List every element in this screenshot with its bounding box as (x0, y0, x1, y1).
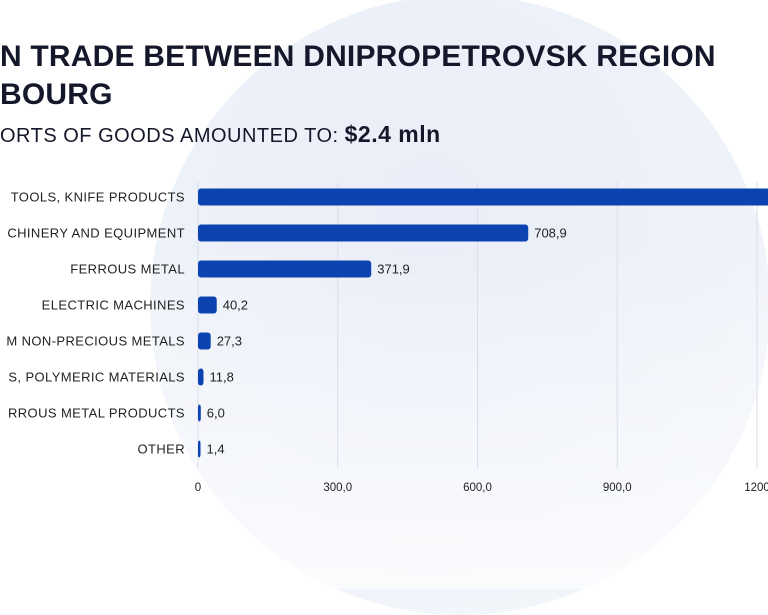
category-label: ELECTRIC MACHINES (42, 298, 185, 313)
bar (198, 296, 217, 314)
value-label: 40,2 (223, 298, 248, 313)
category-label: RROUS METAL PRODUCTS (8, 406, 185, 421)
x-tick-label: 300,0 (323, 482, 352, 494)
x-tick-label: 600,0 (463, 482, 492, 494)
category-label: S, POLYMERIC MATERIALS (8, 370, 185, 385)
title-line-1: N TRADE BETWEEN DNIPROPETROVSK REGION (0, 40, 716, 73)
value-label: 27,3 (217, 334, 242, 349)
page-title: N TRADE BETWEEN DNIPROPETROVSK REGION BO… (0, 38, 716, 114)
x-tick-label: 0 (195, 482, 201, 494)
bar (198, 332, 211, 350)
bar (198, 404, 201, 422)
value-label: 708,9 (534, 226, 567, 241)
bar (198, 368, 204, 386)
value-label: 11,8 (209, 370, 233, 385)
x-tick-label: 900,0 (603, 482, 632, 494)
subtitle-amount: $2.4 mln (344, 121, 441, 147)
value-label: 1,4 (207, 442, 225, 457)
category-label: CHINERY AND EQUIPMENT (7, 226, 185, 241)
category-label: M NON-PRECIOUS METALS (6, 334, 185, 349)
subtitle-prefix: ORTS OF GOODS AMOUNTED TO: (0, 125, 339, 147)
title-line-2: BOURG (0, 78, 113, 111)
bar-chart: 0 300,0 600,0 900,0 1200 TOOLS, KNIFE PRODUCT… (6, 182, 768, 494)
value-label: 6,0 (207, 406, 225, 421)
category-label: FERROUS METAL (70, 262, 185, 277)
x-tick-label: 1200 (744, 482, 768, 494)
bar (198, 440, 201, 458)
page-subtitle: ORTS OF GOODS AMOUNTED TO: $2.4 mln (0, 118, 441, 152)
background-fade (0, 0, 768, 589)
bar (198, 260, 372, 278)
category-label: TOOLS, KNIFE PRODUCTS (11, 190, 185, 205)
value-label: 371,9 (377, 262, 410, 277)
category-label: OTHER (138, 442, 186, 457)
bar (198, 188, 768, 206)
bar (198, 224, 529, 242)
